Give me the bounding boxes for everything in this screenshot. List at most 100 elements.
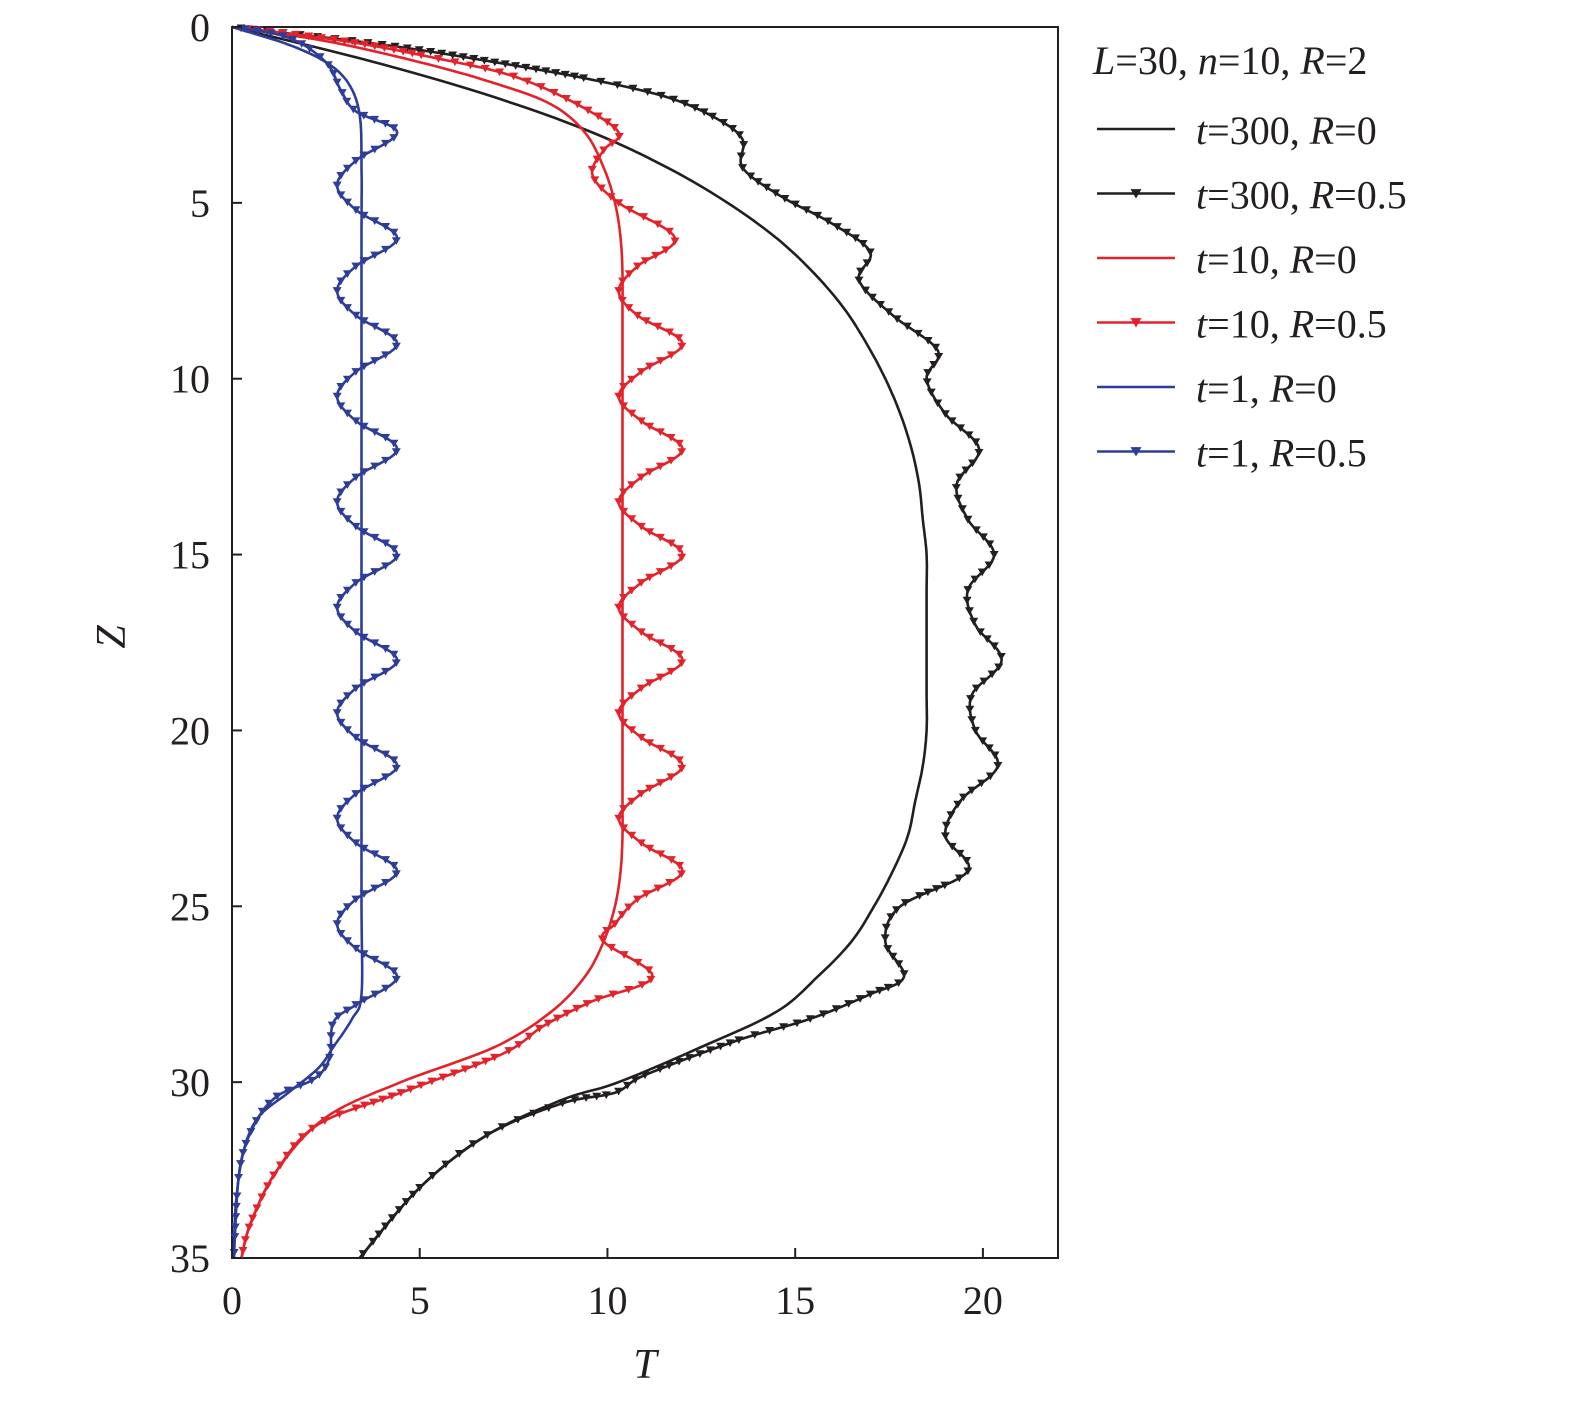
series-marker bbox=[856, 267, 866, 276]
series-marker bbox=[985, 772, 995, 781]
series-marker bbox=[513, 1116, 523, 1124]
series-marker bbox=[624, 903, 634, 912]
series-marker bbox=[381, 539, 391, 548]
series-marker bbox=[875, 301, 885, 309]
series-marker bbox=[389, 439, 399, 448]
series-marker bbox=[674, 334, 684, 342]
series-marker bbox=[359, 679, 369, 687]
y-axis: 0 5 10 15 20 25 30 35 bbox=[170, 5, 242, 1281]
series-marker bbox=[632, 262, 642, 271]
series-marker bbox=[676, 870, 686, 878]
series-marker bbox=[645, 528, 655, 536]
series-marker bbox=[627, 726, 637, 734]
series-marker bbox=[359, 111, 369, 120]
series-marker bbox=[818, 1010, 828, 1019]
series-marker bbox=[645, 468, 655, 476]
series-marker bbox=[614, 132, 624, 141]
series-marker bbox=[645, 784, 655, 793]
series-marker bbox=[636, 417, 646, 425]
series-marker bbox=[304, 32, 314, 41]
series-marker bbox=[779, 1023, 789, 1031]
series-marker bbox=[581, 1094, 591, 1102]
series-marker bbox=[307, 1124, 317, 1133]
legend-value: 10 bbox=[1230, 302, 1270, 347]
series-marker bbox=[332, 603, 342, 612]
series-marker bbox=[438, 1073, 448, 1082]
series-marker bbox=[336, 507, 346, 516]
legend-label: t=1, R=0 bbox=[1196, 366, 1337, 411]
series-marker bbox=[326, 1032, 336, 1040]
series-marker bbox=[323, 61, 333, 69]
series-marker bbox=[592, 155, 602, 164]
series-marker bbox=[968, 459, 978, 468]
series-marker bbox=[583, 106, 593, 115]
series-marker bbox=[236, 1160, 246, 1168]
series-marker bbox=[664, 1061, 674, 1070]
series-marker bbox=[883, 945, 893, 953]
series-marker bbox=[881, 923, 891, 932]
series-marker bbox=[448, 51, 458, 60]
series-marker bbox=[865, 248, 875, 257]
series-marker bbox=[971, 438, 981, 447]
series-marker bbox=[892, 315, 902, 324]
series-marker bbox=[963, 515, 973, 524]
series-marker bbox=[336, 929, 346, 938]
series-marker bbox=[381, 223, 391, 231]
series-marker bbox=[381, 351, 391, 360]
series-marker bbox=[627, 692, 637, 700]
series-marker bbox=[359, 633, 369, 642]
series-marker bbox=[831, 1005, 841, 1013]
series-marker bbox=[965, 705, 975, 714]
y-tick-label: 30 bbox=[170, 1060, 210, 1105]
series-marker bbox=[387, 1092, 397, 1101]
series-marker bbox=[336, 191, 346, 200]
series-marker bbox=[252, 1204, 262, 1213]
series-marker bbox=[381, 328, 391, 337]
series-marker bbox=[627, 620, 637, 629]
series-marker bbox=[572, 1004, 582, 1013]
series-marker bbox=[391, 448, 401, 456]
series-marker bbox=[541, 67, 551, 76]
series-marker bbox=[374, 1230, 384, 1239]
series-marker bbox=[342, 375, 352, 384]
series-marker bbox=[666, 434, 676, 442]
series-marker bbox=[632, 311, 642, 320]
series-marker bbox=[695, 1050, 705, 1058]
series-marker bbox=[614, 392, 624, 401]
series-marker bbox=[931, 343, 941, 352]
series-marker bbox=[913, 329, 923, 338]
series-marker bbox=[624, 270, 634, 278]
series-marker bbox=[351, 522, 361, 531]
series-marker bbox=[653, 322, 663, 331]
series-marker bbox=[989, 550, 999, 559]
series-marker bbox=[946, 811, 956, 819]
plot-area bbox=[229, 24, 1006, 1259]
series-marker bbox=[342, 620, 352, 629]
series-marker bbox=[368, 1237, 378, 1246]
series-marker bbox=[823, 217, 833, 226]
series-marker bbox=[601, 1091, 611, 1099]
series-marker bbox=[855, 995, 865, 1003]
legend-value: 10 bbox=[1230, 237, 1270, 282]
series-marker bbox=[641, 890, 651, 898]
series-marker bbox=[381, 856, 391, 864]
series-marker bbox=[342, 164, 352, 173]
legend-header-R: 2 bbox=[1347, 38, 1367, 83]
series-marker bbox=[984, 744, 994, 753]
series-marker bbox=[391, 764, 401, 773]
series-marker bbox=[288, 35, 298, 44]
series-marker bbox=[370, 639, 380, 648]
series-marker bbox=[832, 223, 842, 231]
series-marker bbox=[391, 870, 401, 878]
series-marker bbox=[970, 575, 980, 584]
series-marker bbox=[606, 193, 616, 201]
series-marker bbox=[844, 1000, 854, 1008]
series-marker bbox=[867, 293, 877, 302]
series-marker bbox=[336, 296, 346, 305]
series-marker bbox=[359, 468, 369, 476]
series-marker bbox=[230, 1223, 240, 1232]
series-marker bbox=[282, 1151, 292, 1160]
series-marker bbox=[670, 237, 680, 246]
series-marker bbox=[653, 884, 663, 893]
series-marker bbox=[283, 1086, 293, 1095]
